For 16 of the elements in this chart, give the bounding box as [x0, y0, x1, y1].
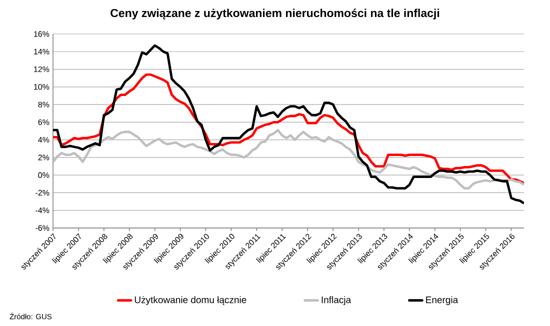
y-tick-label: -2%	[36, 190, 50, 196]
y-tick-label: 6%	[38, 119, 50, 126]
y-tick-label: 2%	[38, 154, 50, 160]
y-tick-label: -4%	[36, 208, 50, 214]
y-tick-label: 4%	[38, 137, 50, 143]
chart-title: Ceny związane z użytkowaniem nieruchomości na tle inflacji	[110, 8, 440, 20]
legend-label: Użytkowanie domu łącznie	[134, 296, 246, 306]
y-tick-label: 0%	[38, 172, 50, 178]
legend-label: Energia	[426, 296, 458, 306]
y-tick-label: 12%	[34, 66, 50, 72]
y-tick-label: 10%	[34, 84, 50, 90]
y-tick-label: -6%	[36, 225, 50, 231]
y-tick-label: 16%	[34, 31, 50, 37]
y-tick-label: 8%	[38, 102, 50, 108]
legend-label: Inflacja	[322, 296, 352, 306]
y-tick-label: 14%	[34, 48, 50, 54]
